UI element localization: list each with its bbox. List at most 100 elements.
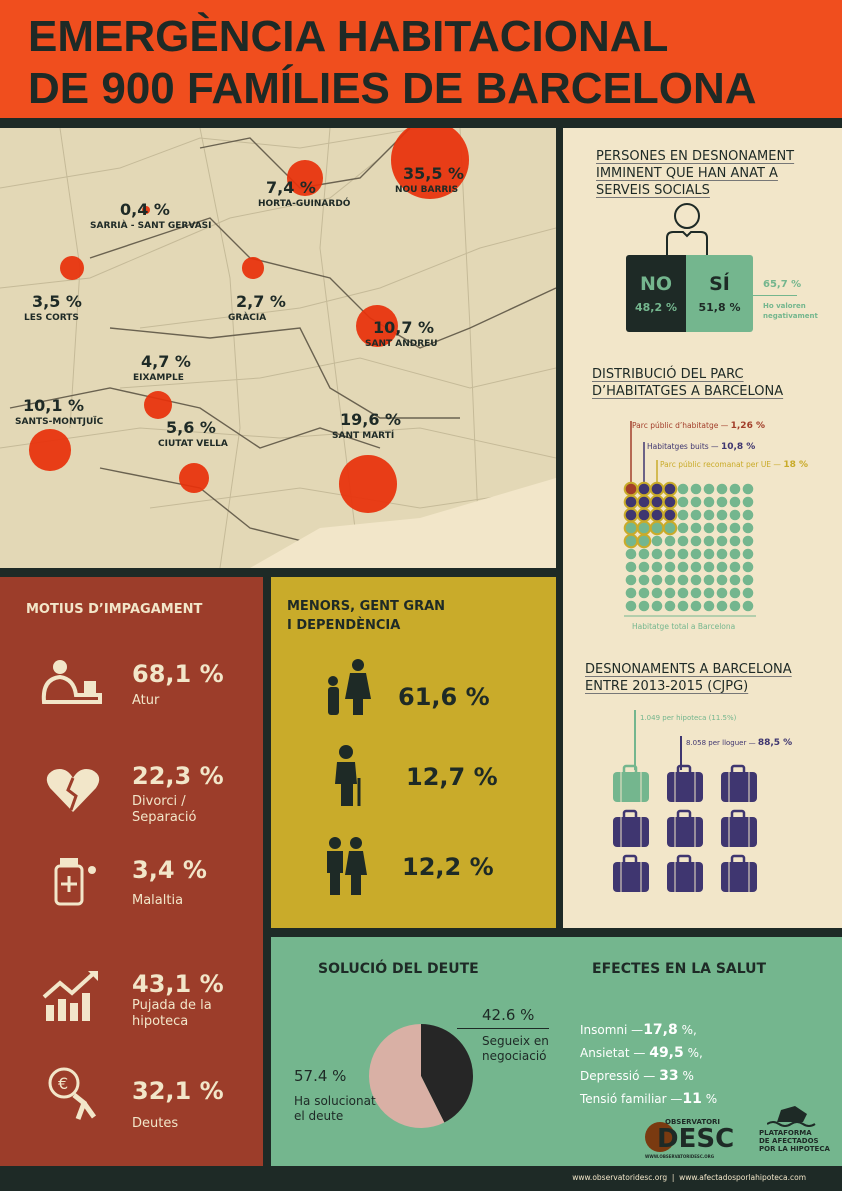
legend-ue: Parc públic recomanat per UE — 18 %	[660, 460, 808, 470]
logo-url: WWW.OBSERVATORIDESC.ORG	[645, 1154, 715, 1159]
pie-slice	[369, 1024, 445, 1128]
salut-pct: 49,5	[649, 1045, 684, 1061]
motiu-pct: 43,1 %	[132, 970, 224, 998]
footer: www.observatoridesc.org | www.afectadosp…	[0, 1166, 842, 1191]
waffle-dot	[638, 496, 650, 508]
pah-line: DE AFECTADOS	[759, 1137, 819, 1145]
menors-panel: MENORS, GENT GRAN I DEPENDÈNCIA 61,6 % 1…	[271, 577, 556, 928]
waffle-dot	[703, 561, 715, 573]
menors-pct: 12,7 %	[406, 763, 498, 791]
waffle-dot	[716, 522, 728, 534]
legend-buits-pct: 10,8 %	[720, 442, 756, 452]
waffle-dot	[742, 509, 754, 521]
waffle-dot	[651, 483, 663, 495]
motiu-label: Divorci / Separació	[132, 794, 197, 825]
waffle-dot	[664, 574, 676, 586]
waffle-dot	[664, 496, 676, 508]
waffle-dot	[638, 509, 650, 521]
waffle-dot	[729, 522, 741, 534]
district-circle	[242, 257, 264, 279]
motiu-label: Atur	[132, 693, 160, 708]
district-pct: 10,7 %	[373, 318, 435, 337]
waffle-dot	[703, 574, 715, 586]
waffle-dot	[716, 587, 728, 599]
lloguer-line	[680, 736, 682, 770]
district-pct: 35,5 %	[403, 164, 465, 183]
district-name: SANT ANDREU	[365, 339, 438, 349]
waffle-dot	[677, 561, 689, 573]
waffle-dot	[651, 548, 663, 560]
suitcase-icon	[721, 809, 757, 847]
debt-burden-icon: €	[48, 1067, 97, 1120]
district-circle	[339, 455, 397, 513]
waffle-dot	[703, 483, 715, 495]
waffle-dot	[638, 561, 650, 573]
unemployed-person-icon	[41, 660, 102, 704]
waffle-dot	[625, 522, 637, 534]
waffle-dot	[651, 496, 663, 508]
waffle-dot	[664, 600, 676, 612]
hipoteca-line	[634, 710, 636, 770]
menors-title-line: MENORS, GENT GRAN	[287, 599, 446, 614]
sol-label: Ha solucionat el deute	[294, 1094, 376, 1124]
waffle-dot	[690, 483, 702, 495]
district-name: NOU BARRIS	[395, 185, 459, 195]
district-pct: 0,4 %	[120, 200, 170, 219]
pah-logo[interactable]: PLATAFORMA DE AFECTADOS POR LA HIPOTECA	[759, 1104, 830, 1162]
hipoteca-label: 1.049 per hipoteca (11.5%)	[640, 714, 737, 722]
header: EMERGÈNCIA HABITACIONAL DE 900 FAMÍLIES …	[0, 0, 842, 118]
waffle-dot	[638, 548, 650, 560]
waffle-dot	[729, 509, 741, 521]
district-circle	[391, 128, 469, 199]
right-panel: PERSONES EN DESNONAMENT IMMINENT QUE HAN…	[563, 128, 842, 928]
waffle-dot	[742, 535, 754, 547]
legend-buits: Habitatges buits — 10,8 %	[647, 442, 755, 452]
waffle-dot	[690, 496, 702, 508]
logo-main-text: DESC	[657, 1124, 735, 1154]
salut-item: Insomni —17,8 %,	[580, 1022, 697, 1038]
parc-title-line: D’HABITATGES A BARCELONA	[592, 384, 784, 399]
waffle-dot	[664, 522, 676, 534]
waffle-dot	[716, 574, 728, 586]
salut-unit: %,	[687, 1046, 703, 1060]
salut-label: Depressió —	[580, 1069, 656, 1083]
footer-links[interactable]: www.observatoridesc.org | www.afectadosp…	[572, 1173, 806, 1182]
waffle-dot	[716, 535, 728, 547]
desnon-title-line: ENTRE 2013-2015 (CJPG)	[585, 679, 749, 694]
waffle-dot	[664, 561, 676, 573]
waffle-dot	[677, 483, 689, 495]
district-name: SANTS-MONTJUÏC	[15, 417, 104, 427]
negative-label-line: negativament	[763, 312, 818, 320]
waffle-dot	[625, 548, 637, 560]
waffle-dot	[703, 535, 715, 547]
district-pct: 10,1 %	[23, 396, 85, 415]
seg-label: Segueix en negociació	[482, 1034, 549, 1064]
district-name: SANT MARTÍ	[332, 431, 395, 441]
waffle-dot	[690, 574, 702, 586]
waffle-dot	[664, 587, 676, 599]
legend-ue-pct: 18 %	[783, 460, 809, 470]
lloguer-label: 8.058 per lloguer —	[686, 739, 756, 747]
observatori-desc-logo[interactable]: OBSERVATORI DESC WWW.OBSERVATORIDESC.ORG	[645, 1118, 735, 1162]
waffle-dot	[651, 535, 663, 547]
salut-pct: 11	[682, 1091, 702, 1107]
menors-pct: 61,6 %	[398, 683, 490, 711]
social-title-line: SERVEIS SOCIALS	[596, 183, 710, 198]
district-pct: 2,7 %	[236, 292, 286, 311]
waffle-dot	[690, 535, 702, 547]
si-pct: 51,8 %	[698, 301, 741, 314]
motius-title: MOTIUS D’IMPAGAMENT	[26, 602, 203, 617]
waffle-dot	[664, 535, 676, 547]
salut-pct: 17,8	[643, 1022, 678, 1038]
waffle-dot	[703, 509, 715, 521]
waffle-dot	[729, 496, 741, 508]
waffle-dot	[690, 587, 702, 599]
waffle-dot	[690, 600, 702, 612]
pie-chart	[369, 1024, 473, 1128]
waffle-dot	[638, 574, 650, 586]
no-label: NO	[639, 273, 673, 295]
legend-public-pct: 1,26 %	[730, 421, 765, 431]
svg-text:€: €	[58, 1074, 68, 1093]
negative-label: Ho valoren negativament	[763, 301, 818, 321]
waffle-dot	[677, 600, 689, 612]
